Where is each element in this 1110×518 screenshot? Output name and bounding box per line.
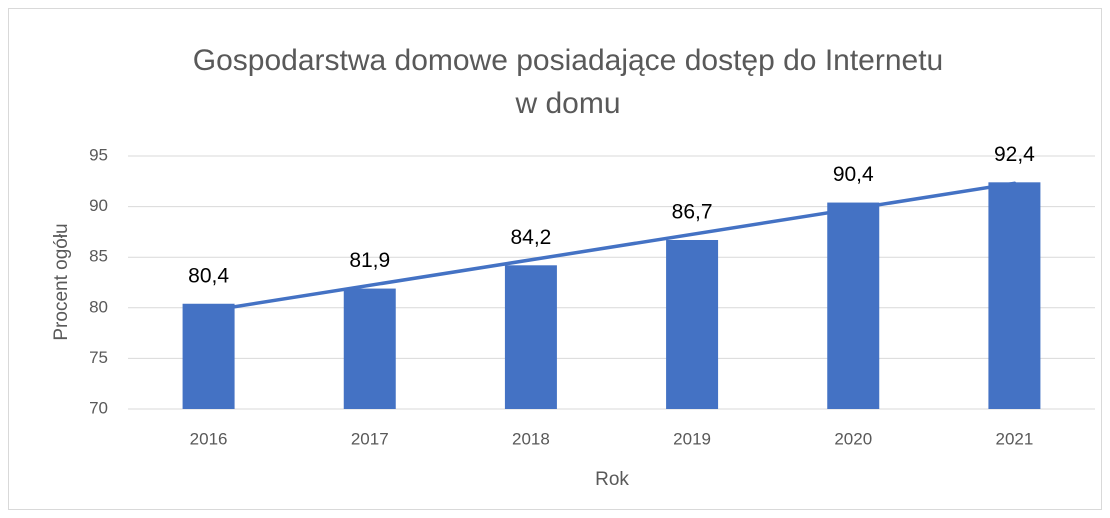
bar xyxy=(182,303,235,409)
x-tick-label: 2019 xyxy=(673,429,711,448)
data-label: 86,7 xyxy=(672,201,713,224)
chart-border xyxy=(8,8,1102,510)
chart-title: w domu xyxy=(514,87,620,120)
y-tick-label: 95 xyxy=(89,145,108,164)
bar xyxy=(666,239,719,409)
y-tick-label: 80 xyxy=(89,297,108,316)
x-tick-label: 2020 xyxy=(834,429,872,448)
x-tick-label: 2017 xyxy=(351,429,389,448)
data-label: 90,4 xyxy=(833,163,874,186)
y-tick-label: 75 xyxy=(89,348,108,367)
chart-title: Gospodarstwa domowe posiadające dostęp d… xyxy=(193,44,943,77)
trendline xyxy=(206,181,1017,313)
bar xyxy=(827,202,880,409)
bar xyxy=(988,182,1041,409)
data-label: 80,4 xyxy=(188,264,229,287)
data-label: 92,4 xyxy=(994,143,1035,166)
bar xyxy=(343,288,396,409)
bar xyxy=(504,265,557,409)
x-axis-label: Rok xyxy=(595,469,629,490)
data-label: 84,2 xyxy=(510,226,551,249)
x-tick-label: 2018 xyxy=(512,429,550,448)
data-label: 81,9 xyxy=(349,249,390,272)
y-tick-label: 85 xyxy=(89,247,108,266)
y-axis-label: Procent ogółu xyxy=(51,223,72,340)
x-tick-label: 2021 xyxy=(996,429,1034,448)
y-tick-label: 90 xyxy=(89,196,108,215)
y-tick-label: 70 xyxy=(89,398,108,417)
x-tick-label: 2016 xyxy=(190,429,228,448)
